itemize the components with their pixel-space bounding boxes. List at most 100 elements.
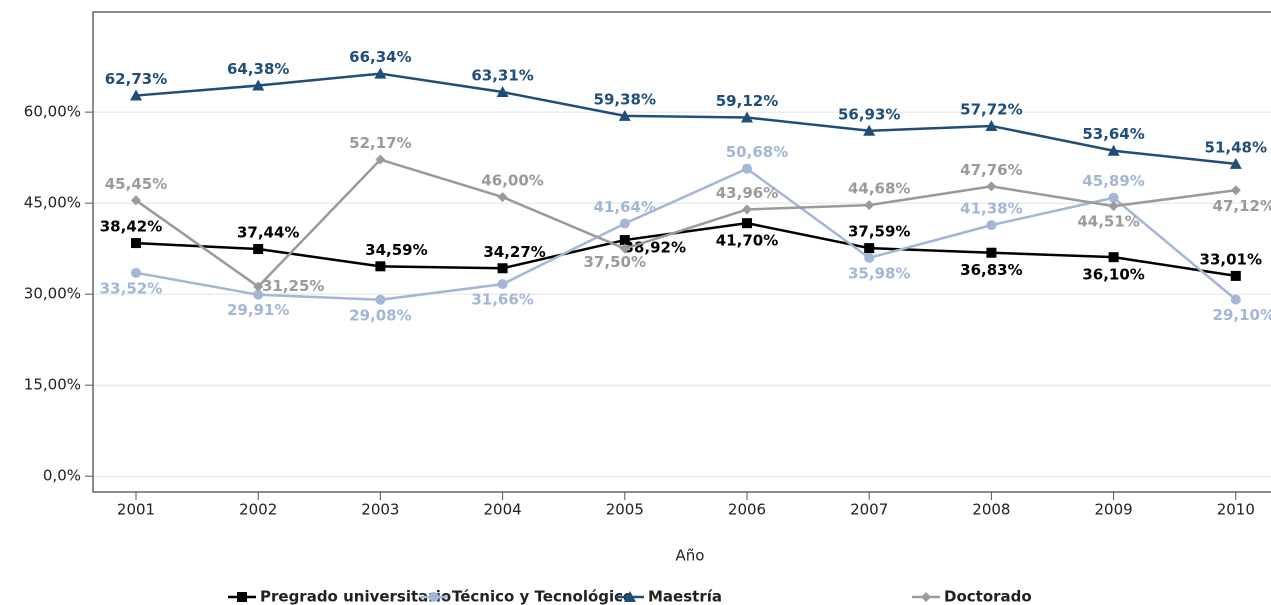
value-label: 44,51% bbox=[1077, 213, 1139, 231]
value-label: 33,01% bbox=[1200, 250, 1262, 268]
value-label: 31,25% bbox=[262, 277, 324, 295]
value-label: 59,38% bbox=[594, 90, 656, 108]
x-tick-label: 2005 bbox=[606, 501, 644, 519]
point bbox=[131, 238, 141, 249]
x-tick-label: 2001 bbox=[117, 501, 155, 519]
point bbox=[497, 263, 508, 274]
point bbox=[1107, 144, 1120, 156]
value-label: 36,83% bbox=[960, 261, 1022, 279]
value-label: 29,10% bbox=[1213, 306, 1271, 324]
point bbox=[496, 86, 509, 98]
point bbox=[1230, 185, 1241, 196]
y-tick-label: 0,0% bbox=[43, 467, 81, 485]
value-label: 44,68% bbox=[848, 180, 910, 198]
plot-frame bbox=[92, 11, 1271, 493]
value-label: 36,10% bbox=[1082, 266, 1144, 284]
y-tick-label: 30,00% bbox=[24, 285, 81, 303]
y-tick-label: 15,00% bbox=[24, 376, 81, 394]
value-label: 41,38% bbox=[960, 200, 1022, 218]
value-label: 38,42% bbox=[100, 218, 162, 236]
point bbox=[497, 192, 508, 203]
point bbox=[986, 220, 997, 231]
value-label: 37,44% bbox=[237, 224, 299, 242]
value-label: 33,52% bbox=[100, 279, 162, 297]
value-label: 53,64% bbox=[1082, 125, 1144, 143]
value-label: 37,59% bbox=[848, 223, 910, 241]
x-tick-label: 2007 bbox=[850, 501, 888, 519]
series-line bbox=[135, 167, 1237, 302]
point bbox=[375, 261, 386, 272]
point bbox=[1229, 157, 1242, 169]
point bbox=[742, 204, 752, 215]
value-label: 31,66% bbox=[471, 291, 533, 309]
point bbox=[1230, 294, 1241, 305]
x-tick-label: 2008 bbox=[972, 501, 1010, 519]
value-label: 64,38% bbox=[227, 60, 289, 78]
legend-label: Maestría bbox=[648, 588, 722, 605]
point bbox=[619, 243, 630, 254]
value-label: 41,64% bbox=[594, 198, 656, 216]
point bbox=[375, 294, 386, 305]
value-label: 34,27% bbox=[483, 243, 545, 261]
point bbox=[252, 79, 265, 91]
point bbox=[130, 89, 142, 101]
point bbox=[375, 154, 386, 165]
legend-label: Pregrado universitario bbox=[260, 588, 451, 605]
point bbox=[1108, 252, 1119, 263]
value-label: 43,96% bbox=[716, 184, 778, 202]
point bbox=[863, 124, 876, 136]
point bbox=[253, 281, 264, 292]
legend-marker bbox=[429, 592, 439, 602]
point bbox=[864, 252, 875, 263]
y-tick-label: 45,00% bbox=[24, 194, 81, 212]
value-label: 35,98% bbox=[848, 264, 910, 282]
value-label: 50,68% bbox=[726, 143, 788, 161]
point bbox=[497, 279, 508, 290]
point bbox=[253, 244, 264, 255]
value-label: 57,72% bbox=[960, 100, 1022, 118]
value-label: 34,59% bbox=[365, 241, 427, 259]
point bbox=[986, 181, 997, 192]
point bbox=[619, 235, 630, 246]
point bbox=[374, 67, 387, 79]
series-line bbox=[135, 72, 1236, 166]
value-label: 41,70% bbox=[716, 232, 778, 250]
x-tick-label: 2003 bbox=[361, 501, 399, 519]
x-tick-label: 2002 bbox=[239, 501, 277, 519]
x-tick-label: 2004 bbox=[484, 501, 522, 519]
x-tick-label: 2006 bbox=[728, 501, 766, 519]
point bbox=[1230, 270, 1241, 281]
value-label: 45,89% bbox=[1082, 172, 1144, 190]
value-label: 62,73% bbox=[105, 70, 167, 88]
point bbox=[1108, 201, 1119, 212]
legend-label: Doctorado bbox=[944, 588, 1032, 605]
point bbox=[618, 109, 631, 121]
legend-marker bbox=[237, 592, 247, 602]
point bbox=[253, 289, 264, 300]
value-label: 63,31% bbox=[471, 67, 533, 85]
value-label: 66,34% bbox=[349, 48, 411, 66]
x-axis-title: Año bbox=[676, 547, 705, 565]
value-label: 37,50% bbox=[584, 253, 646, 271]
series-line bbox=[135, 221, 1236, 278]
legend-marker bbox=[624, 591, 636, 602]
x-tick-label: 2010 bbox=[1217, 501, 1255, 519]
point bbox=[985, 119, 998, 131]
point bbox=[1108, 192, 1119, 203]
value-label: 59,12% bbox=[716, 92, 778, 110]
x-tick-label: 2009 bbox=[1095, 501, 1133, 519]
value-label: 51,48% bbox=[1205, 138, 1267, 156]
point bbox=[741, 111, 753, 123]
value-label: 52,17% bbox=[349, 134, 411, 152]
point bbox=[742, 218, 752, 229]
value-label: 29,91% bbox=[227, 301, 289, 319]
point bbox=[131, 195, 141, 206]
point bbox=[742, 163, 752, 174]
legend-marker bbox=[921, 592, 931, 602]
legend-label: Técnico y Tecnológico bbox=[452, 588, 633, 605]
value-label: 46,00% bbox=[481, 172, 543, 190]
value-label: 47,12% bbox=[1213, 197, 1271, 215]
series-line bbox=[135, 158, 1236, 289]
point bbox=[864, 200, 875, 211]
